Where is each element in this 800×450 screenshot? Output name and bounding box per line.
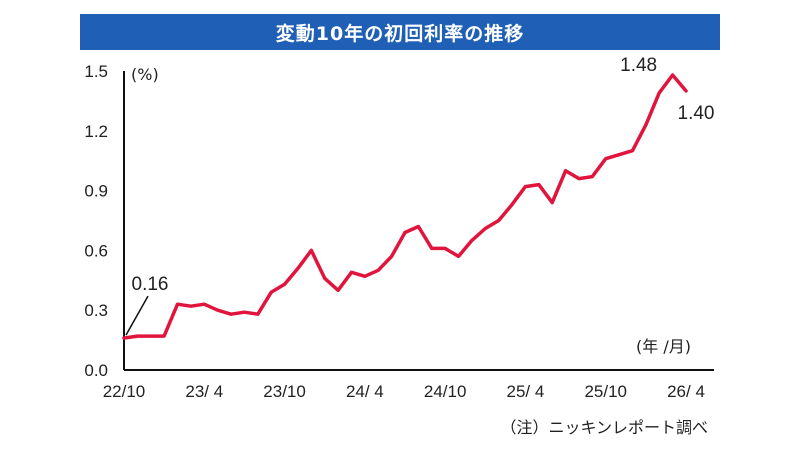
x-tick-label: 26/ 4: [667, 382, 705, 401]
x-tick-label: 23/ 4: [185, 382, 223, 401]
y-axis-unit-label: (%): [131, 65, 159, 84]
y-tick-label: 1.2: [84, 122, 108, 141]
y-tick-label: 0.9: [84, 182, 108, 201]
y-axis-ticks: 0.0 0.3 0.6 0.9 1.2 1.5: [84, 62, 108, 380]
x-tick-label: 25/10: [584, 382, 627, 401]
y-tick-label: 0.6: [84, 241, 108, 260]
data-label: 1.48: [620, 55, 657, 76]
x-axis-ticks: 22/10 23/ 4 23/10 24/ 4 24/10 25/ 4 25/10 26/ 4: [103, 382, 705, 401]
data-label: 1.40: [678, 103, 715, 124]
chart-title: 変動10年の初回利率の推移: [80, 14, 720, 50]
data-labels: 0.16 1.48 1.40: [125, 55, 715, 336]
x-tick-label: 24/ 4: [346, 382, 384, 401]
x-axis-unit-label: (年 /月): [636, 337, 691, 356]
series-line: [122, 73, 688, 340]
y-tick-label: 0.3: [84, 301, 108, 320]
data-label: 0.16: [132, 274, 169, 295]
y-tick-label: 0.0: [84, 361, 108, 380]
x-tick-label: 24/10: [424, 382, 467, 401]
x-tick-label: 22/10: [103, 382, 146, 401]
series-group: [122, 73, 688, 340]
x-tick-label: 23/10: [263, 382, 306, 401]
data-label-leader: [125, 295, 149, 336]
axes: [123, 71, 714, 371]
x-tick-label: 25/ 4: [507, 382, 545, 401]
y-tick-label: 1.5: [84, 62, 108, 81]
source-note: （注）ニッキンレポート調べ: [500, 418, 708, 437]
